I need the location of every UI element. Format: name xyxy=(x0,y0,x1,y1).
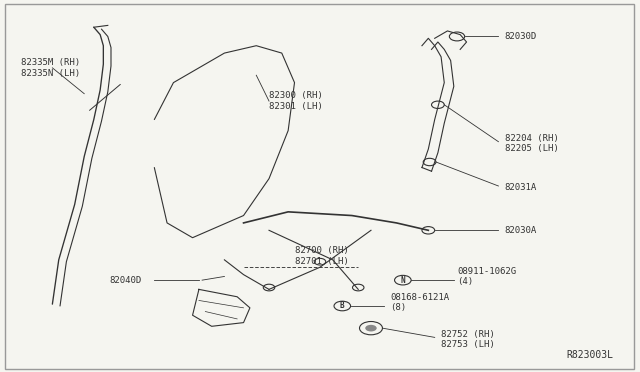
Text: N: N xyxy=(401,276,405,285)
Text: 82040D: 82040D xyxy=(109,276,142,285)
Text: 08168-6121A
(8): 08168-6121A (8) xyxy=(390,293,449,312)
Text: 82031A: 82031A xyxy=(505,183,537,192)
Text: B: B xyxy=(340,301,344,311)
Circle shape xyxy=(365,325,377,331)
Text: 82700 (RH)
82701 (LH): 82700 (RH) 82701 (LH) xyxy=(294,247,348,266)
Text: 82752 (RH)
82753 (LH): 82752 (RH) 82753 (LH) xyxy=(441,330,495,349)
Text: R823003L: R823003L xyxy=(566,350,613,359)
Text: 08911-1062G
(4): 08911-1062G (4) xyxy=(457,267,516,286)
Text: 82204 (RH)
82205 (LH): 82204 (RH) 82205 (LH) xyxy=(505,134,559,153)
Text: 82030A: 82030A xyxy=(505,226,537,235)
Text: 82030D: 82030D xyxy=(505,32,537,41)
Text: 82300 (RH)
82301 (LH): 82300 (RH) 82301 (LH) xyxy=(269,92,323,111)
Text: 82335M (RH)
82335N (LH): 82335M (RH) 82335N (LH) xyxy=(20,58,79,77)
